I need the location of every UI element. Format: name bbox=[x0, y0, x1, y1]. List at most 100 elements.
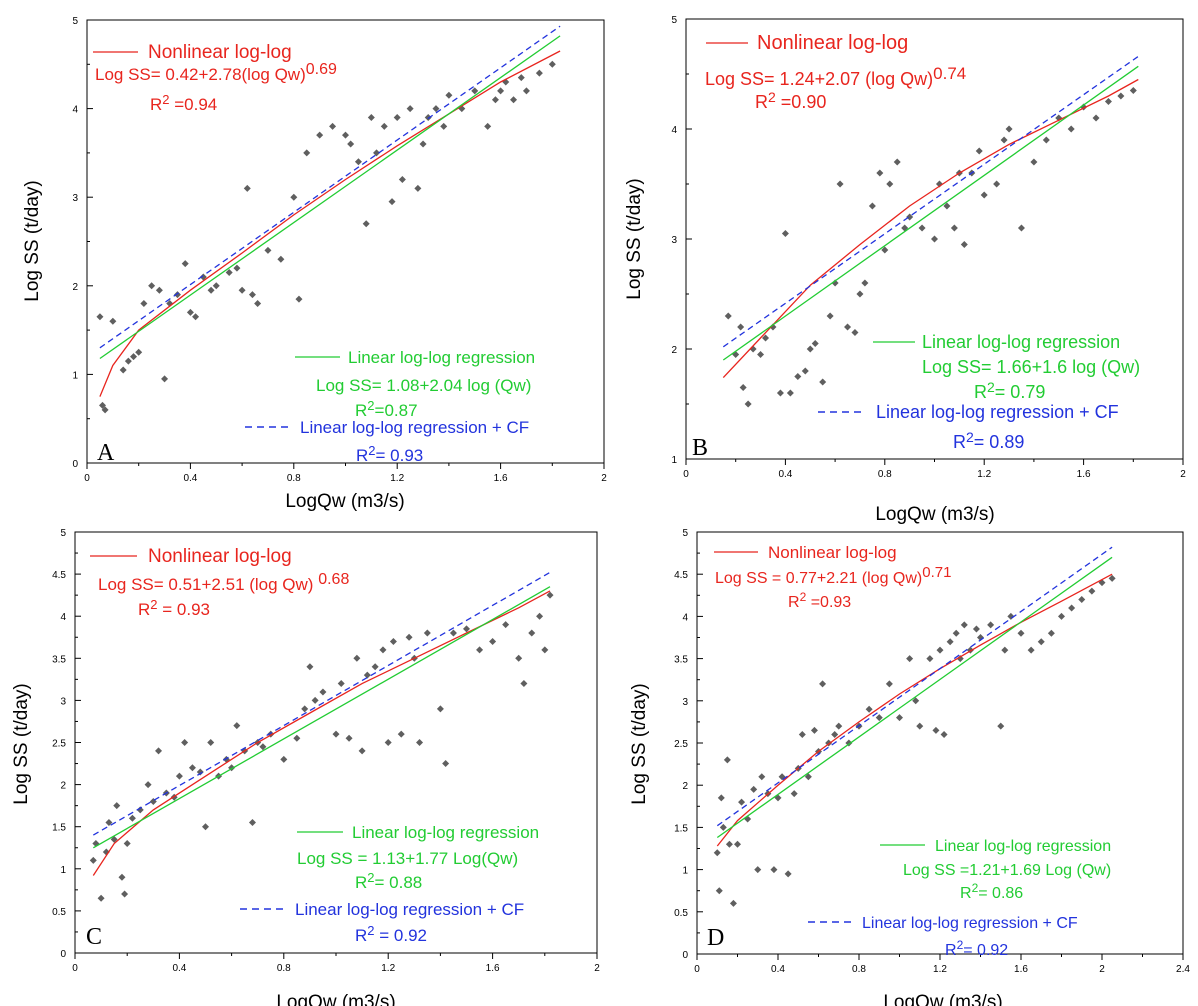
data-point bbox=[1000, 136, 1008, 144]
data-point bbox=[770, 866, 778, 874]
data-point bbox=[293, 734, 301, 742]
data-point bbox=[332, 730, 340, 738]
linear-equation: Log SS= 1.08+2.04 log (Qw) bbox=[316, 376, 531, 395]
data-point bbox=[1067, 125, 1075, 133]
data-point bbox=[713, 849, 721, 857]
data-point bbox=[303, 149, 311, 157]
data-point bbox=[535, 69, 543, 77]
data-point bbox=[912, 697, 920, 705]
data-point bbox=[844, 323, 852, 331]
data-point bbox=[186, 308, 194, 316]
data-point bbox=[128, 814, 136, 822]
data-point bbox=[784, 870, 792, 878]
cf-regression-line bbox=[99, 25, 561, 349]
data-point bbox=[754, 866, 762, 874]
data-point bbox=[347, 140, 355, 148]
data-point bbox=[371, 663, 379, 671]
data-point bbox=[804, 773, 812, 781]
data-point bbox=[89, 856, 97, 864]
nonlinear-r2: R2 = 0.93 bbox=[138, 597, 210, 619]
data-point bbox=[819, 680, 827, 688]
data-point bbox=[893, 158, 901, 166]
data-point bbox=[398, 175, 406, 183]
y-tick-label: 0 bbox=[682, 950, 688, 961]
cf-r2: R2= 0.92 bbox=[945, 938, 1008, 959]
linear-equation: Log SS =1.21+1.69 Log (Qw) bbox=[903, 862, 1111, 879]
data-point bbox=[463, 625, 470, 633]
data-point bbox=[389, 637, 397, 645]
data-point bbox=[946, 638, 954, 646]
x-tick-label: 0 bbox=[694, 964, 700, 975]
y-tick-label: 1 bbox=[60, 865, 66, 876]
x-tick-label: 0 bbox=[84, 473, 90, 484]
data-point bbox=[476, 646, 484, 654]
data-point bbox=[97, 894, 105, 902]
data-point bbox=[130, 353, 138, 361]
x-tick-label: 1.2 bbox=[933, 964, 947, 975]
panel-d: 0 0.5 1 1.5 2 2.5 3 3.5 4 4.5 5 0 0.4 0.8 1.2 1.6 2 2.4 Lo… bbox=[629, 528, 1190, 1006]
legend-nonlinear-label: Nonlinear log-log bbox=[148, 42, 292, 63]
data-point bbox=[388, 198, 396, 206]
x-tick-label: 0.8 bbox=[878, 469, 892, 480]
data-point bbox=[811, 340, 819, 347]
data-point bbox=[319, 688, 327, 696]
data-point bbox=[316, 131, 324, 139]
legend-cf-label: Linear log-log regression + CF bbox=[862, 915, 1078, 932]
data-point bbox=[916, 722, 924, 730]
data-point bbox=[212, 282, 220, 290]
data-point bbox=[943, 202, 951, 210]
cf-regression-line bbox=[716, 546, 1113, 827]
data-point bbox=[188, 764, 196, 772]
data-point bbox=[987, 621, 995, 629]
y-tick-label: 5 bbox=[671, 15, 677, 26]
data-point bbox=[876, 169, 884, 177]
data-point bbox=[248, 291, 256, 299]
data-point bbox=[123, 840, 131, 848]
data-point bbox=[148, 282, 156, 290]
linear-r2: R2= 0.86 bbox=[960, 881, 1023, 902]
data-point bbox=[794, 373, 802, 380]
data-point bbox=[806, 345, 814, 353]
y-tick-label: 3.5 bbox=[52, 654, 66, 665]
linear-regression-line bbox=[716, 556, 1113, 839]
data-point bbox=[423, 629, 431, 637]
data-point bbox=[952, 629, 960, 637]
data-point bbox=[885, 680, 893, 688]
linear-regression-line bbox=[722, 65, 1139, 361]
x-tick-label: 0.4 bbox=[183, 473, 197, 484]
y-tick-label: 3 bbox=[671, 235, 677, 246]
y-tick-label: 0 bbox=[60, 949, 66, 960]
cf-r2: R2 = 0.92 bbox=[355, 923, 427, 945]
data-point bbox=[379, 646, 387, 654]
cf-regression-line bbox=[722, 55, 1139, 348]
linear-r2: R2= 0.79 bbox=[974, 379, 1045, 402]
x-tick-label: 1.6 bbox=[1014, 964, 1028, 975]
x-tick-label: 0.4 bbox=[172, 963, 186, 974]
data-point bbox=[414, 184, 422, 192]
data-point bbox=[972, 625, 980, 633]
data-point bbox=[906, 213, 914, 221]
data-point bbox=[1078, 596, 1086, 604]
data-point bbox=[113, 802, 121, 810]
data-point bbox=[442, 760, 450, 768]
data-point bbox=[886, 180, 894, 188]
y-tick-label: 3 bbox=[72, 193, 78, 204]
data-point bbox=[345, 734, 353, 742]
x-tick-label: 0.8 bbox=[277, 963, 291, 974]
data-point bbox=[329, 122, 337, 130]
data-point bbox=[449, 629, 457, 637]
data-point bbox=[1117, 92, 1125, 100]
data-point bbox=[801, 367, 809, 375]
data-point bbox=[515, 654, 523, 662]
data-point bbox=[541, 646, 549, 654]
data-point bbox=[161, 375, 169, 383]
linear-r2: R2=0.87 bbox=[355, 398, 418, 420]
data-point bbox=[744, 400, 752, 408]
data-point bbox=[831, 731, 839, 739]
data-point bbox=[1017, 224, 1025, 232]
data-point bbox=[225, 269, 233, 277]
nonlinear-equation: Log SS= 0.51+2.51 (log Qw) 0.68 bbox=[98, 571, 349, 594]
nonlinear-equation: Log SS = 0.77+2.21 (log Qw)0.71 bbox=[715, 564, 951, 587]
data-point bbox=[367, 113, 375, 121]
